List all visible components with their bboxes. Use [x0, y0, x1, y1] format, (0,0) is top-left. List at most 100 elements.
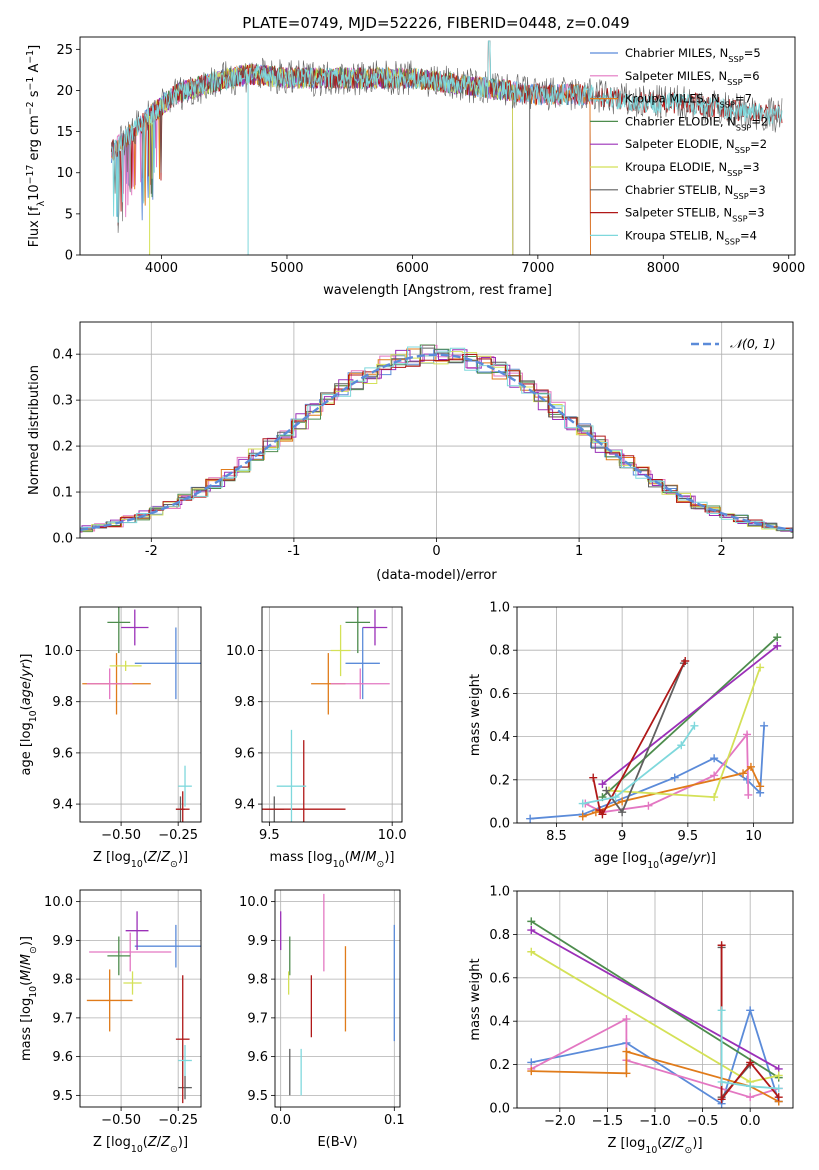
ticks: 9.5 10.0 9.4 9.6 9.8 10.0 [226, 644, 407, 843]
x-axis-label: Z [log10(Z/Z⊙)] [93, 850, 188, 870]
series-salpeter-elodie [527, 926, 783, 1073]
y-tick-label: 9.5 [247, 1089, 268, 1104]
point-marker [717, 1095, 726, 1104]
point-marker [746, 1058, 755, 1067]
legend-entry-salpeter-stelib: Salpeter STELIB, NSSP=3 [625, 206, 765, 224]
point-marker [717, 941, 726, 950]
y-tick-label: 9.9 [52, 934, 73, 949]
point-marker [760, 721, 769, 730]
errorbar-salpeter-miles [89, 932, 172, 972]
point-marker [589, 773, 598, 782]
axes-frame [516, 890, 794, 1109]
y-tick-label: 0.2 [52, 440, 73, 455]
y-tick-label: 9.8 [52, 973, 73, 988]
errorbar-salpeter-miles [330, 668, 390, 700]
x-tick-label: 2 [718, 544, 726, 559]
point-marker [527, 917, 536, 926]
y-axis-label: mass weight [468, 674, 483, 756]
x-tick-label: 5000 [270, 261, 303, 276]
y-axis-label: Normed distribution [27, 365, 42, 495]
panel-mass-vs-ebv: 0.0 0.1 9.5 9.6 9.7 9.8 9.9 10.0 E(B-V) [239, 889, 405, 1150]
point-marker [717, 1077, 726, 1086]
x-tick-label: −1.5 [592, 1114, 624, 1129]
gaussian-curve [80, 353, 793, 532]
plot-area [82, 607, 201, 822]
point-marker [756, 663, 765, 672]
grid [262, 607, 402, 822]
y-tick-label: 9.4 [52, 798, 73, 813]
series-line-salpeter-elodie [530, 929, 780, 1070]
grid [80, 890, 201, 1107]
series-line-salpeter-stelib [592, 660, 686, 817]
y-axis-label: Flux [fλ10−17 erg cm−2 s−1 A−1] [25, 45, 47, 247]
grid [80, 607, 201, 822]
point-marker [710, 771, 719, 780]
series-line-kroupa-stelib [582, 725, 696, 805]
panel-age-vs-Z: −0.50 −0.25 9.4 9.6 9.8 10.0 Z [log10(Z/Z⊙)] ag… [19, 606, 202, 870]
y-axis-label: mass weight [468, 958, 483, 1040]
series-line-chabrier-elodie [601, 636, 778, 798]
errorbar-chabrier-miles [134, 627, 201, 700]
x-axis-label: age [log10(age/yr)] [594, 851, 716, 871]
legend: 𝒩(0, 1) [691, 336, 776, 351]
point-marker [527, 947, 536, 956]
y-tick-label: 0.8 [489, 928, 510, 943]
errorbar-salpeter-stelib [175, 791, 190, 822]
x-axis-label: Z [log10(Z/Z⊙)] [93, 1135, 188, 1155]
y-tick-label: 0.3 [52, 394, 73, 409]
point-marker [710, 754, 719, 763]
legend-entry-salpeter-miles: Salpeter MILES, NSSP=6 [625, 69, 760, 87]
spectrum-kroupa-stelib [111, 40, 783, 223]
y-tick-label: 0.4 [52, 348, 73, 363]
point-marker [598, 780, 607, 789]
point-marker [595, 806, 604, 815]
y-tick-label: 9.6 [52, 1050, 73, 1065]
series-salpeter-miles [581, 730, 753, 817]
series-line-kroupa-stelib [720, 1010, 779, 1090]
point-marker [611, 793, 620, 802]
grid [275, 890, 400, 1107]
histogram-salpeter-elodie [80, 349, 793, 533]
y-tick-label: 9.8 [52, 695, 73, 710]
x-tick-label: 9000 [772, 261, 805, 276]
y-tick-label: 9.7 [52, 1011, 73, 1026]
x-tick-label: 1 [575, 544, 583, 559]
y-tick-label: 1.0 [489, 601, 510, 616]
point-marker [578, 799, 587, 808]
ticks: 4000 5000 6000 7000 8000 9000 0 5 10 15 20 25 [56, 43, 805, 276]
y-tick-label: 9.9 [247, 934, 268, 949]
plot-area [86, 911, 201, 1104]
errorbar-kroupa-elodie [330, 624, 351, 677]
x-tick-label: −1.0 [639, 1114, 671, 1129]
x-tick-label: -1 [287, 544, 300, 559]
y-tick-label: 0 [65, 249, 73, 264]
y-tick-label: 0.8 [489, 644, 510, 659]
y-tick-label: 0.0 [489, 817, 510, 832]
histogram-chabrier-stelib [80, 347, 793, 532]
point-marker [746, 1006, 755, 1015]
ticks: 0.0 0.1 9.5 9.6 9.7 9.8 9.9 10.0 [239, 895, 405, 1128]
point-marker [774, 1093, 783, 1102]
errorbar-chabrier-elodie [345, 607, 371, 654]
axes-frame [79, 321, 794, 539]
y-tick-label: 10 [56, 166, 73, 181]
plot-area [527, 917, 783, 1108]
point-marker [774, 1071, 783, 1080]
point-marker [773, 641, 782, 650]
series-line-kroupa-miles [582, 765, 761, 818]
x-axis-label: wavelength [Angstrom, rest frame] [323, 283, 552, 298]
spectrum-chabrier-stelib [111, 40, 783, 233]
y-tick-label: 0.1 [52, 486, 73, 501]
errorbar-kroupa-stelib [178, 1045, 192, 1076]
point-marker [717, 1006, 726, 1015]
series-salpeter-stelib [589, 657, 690, 819]
x-tick-label: -2 [145, 544, 158, 559]
x-tick-label: 10 [745, 829, 762, 844]
panel-age-vs-mass: 9.5 10.0 9.4 9.6 9.8 10.0 mass [log10(M/M⊙)] [226, 606, 407, 870]
point-marker [622, 1069, 631, 1078]
x-tick-label: −0.5 [687, 1114, 719, 1129]
errorbar-salpeter-elodie [121, 609, 149, 646]
x-tick-label: 7000 [521, 261, 554, 276]
y-tick-label: 5 [65, 207, 73, 222]
